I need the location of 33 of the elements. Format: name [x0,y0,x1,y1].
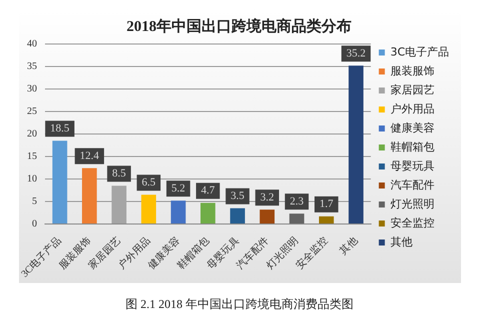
legend-label: 安全监控 [390,216,434,230]
y-tick-label: 20 [27,128,37,140]
chart-title: 2018年中国出口跨境电商品类分布 [126,16,352,35]
legend-label: 汽车配件 [390,178,434,192]
legend-label: 户外用品 [390,102,434,116]
y-tick-label: 25 [27,106,37,118]
data-label: 1.7 [320,198,334,210]
data-label: 35.2 [346,47,366,60]
legend-label: 健康美容 [390,121,434,134]
y-tick-label: 15 [27,151,37,162]
data-label: 5.2 [171,182,186,194]
y-tick-label: 30 [27,84,37,95]
legend-label: 灯光照明 [390,197,434,210]
legend-label: 鞋帽箱包 [390,140,434,154]
data-label: 3.2 [260,191,274,204]
y-tick-label: 10 [27,174,37,185]
data-label: 4.7 [201,184,216,197]
y-tick-label: 40 [27,38,37,50]
data-label: 3.5 [230,190,245,202]
data-label: 8.5 [112,168,126,180]
legend-label: 服装服饰 [390,64,434,78]
x-tick-label: 其他 [337,234,360,258]
y-tick-label: 5 [32,196,37,208]
data-label: 6.5 [142,176,156,189]
legend-label: 家居园艺 [390,83,434,96]
data-label: 18.5 [50,122,70,135]
legend-label: 母婴玩具 [390,159,434,172]
y-tick-label: 0 [32,218,37,230]
y-tick-label: 35 [27,61,37,72]
data-label: 12.4 [80,150,100,162]
legend-label: 3C电子产品 [390,45,450,58]
data-label: 2.3 [290,196,304,208]
caption: 图 2.1 2018 年中国出口跨境电商消费品类图 [124,296,354,313]
